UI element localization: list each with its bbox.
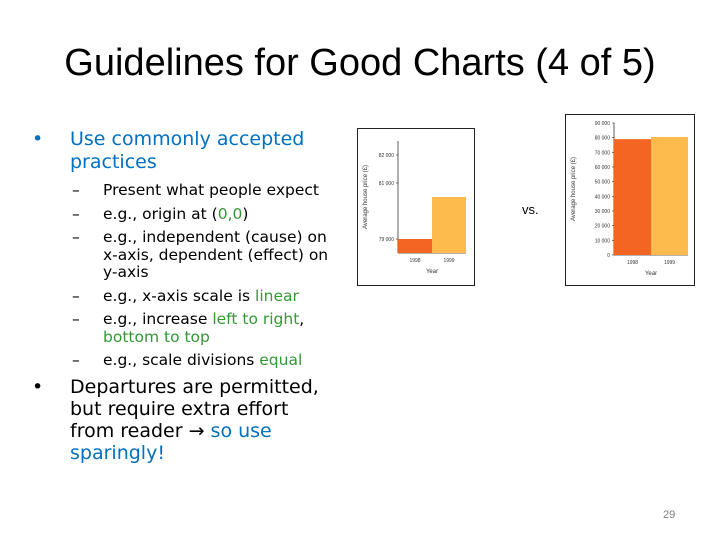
y-tick-label: 70 000 xyxy=(595,150,611,156)
zero-origin-chart: 0 10 000 20 000 30 000 40 000 50 000 60 000 70 … xyxy=(565,114,695,286)
y-tick-label: 40 000 xyxy=(595,194,611,200)
list-item-text: e.g., increase xyxy=(103,310,213,328)
list-item-text: e.g., origin at ( xyxy=(103,204,218,223)
dash-marker: – xyxy=(72,181,80,199)
list-item-text: e.g., x-axis scale is xyxy=(103,286,256,305)
x-tick-label: 1999 xyxy=(443,258,454,264)
slide-title: Guidelines for Good Charts (4 of 5) xyxy=(64,42,656,84)
x-tick-label: 1998 xyxy=(627,260,638,266)
bullet-text-line: practices xyxy=(70,151,157,173)
list-item-text: y-axis xyxy=(103,263,149,281)
highlight-text: bottom to top xyxy=(103,327,210,346)
highlight-text: left to right xyxy=(212,310,300,328)
list-item: – e.g., x-axis scale is linear xyxy=(30,286,360,306)
bullet-text: from reader xyxy=(70,419,189,442)
bullet-departures: • Departures are permitted, but require … xyxy=(30,376,360,464)
arrow-icon: → xyxy=(188,419,205,442)
list-item-text: x-axis, dependent (effect) on xyxy=(103,245,329,264)
bullet-dot: • xyxy=(32,375,44,398)
y-tick-label: 10 000 xyxy=(595,238,611,244)
x-axis-label: Year xyxy=(645,271,657,277)
slide-body: • Use commonly accepted practices – Prese… xyxy=(30,128,360,464)
list-item-text: ) xyxy=(242,204,249,223)
bar xyxy=(651,136,688,255)
x-tick-label: 1998 xyxy=(409,258,420,264)
y-tick-label: 82 000 xyxy=(379,153,395,159)
list-item-text: Present what people expect xyxy=(103,181,319,199)
truncated-axis-chart: 79 000 81 000 82 000 1998 1999 Year Average ho… xyxy=(357,128,475,286)
dash-marker: – xyxy=(72,204,80,223)
bullet-text-line: sparingly! xyxy=(70,442,360,464)
list-item-text: , xyxy=(299,310,305,328)
sub-bullet-list: – Present what people expect – e.g., origi… xyxy=(30,181,360,370)
list-item: – e.g., origin at (0,0) xyxy=(30,204,360,224)
dash-marker: – xyxy=(72,310,80,328)
list-item: – e.g., independent (cause) on x-axis, dep… xyxy=(30,228,360,282)
y-tick-label: 20 000 xyxy=(595,224,611,230)
dash-marker: – xyxy=(72,228,80,246)
bar xyxy=(432,197,466,253)
bullet-dot: • xyxy=(32,128,44,150)
y-tick-label: 60 000 xyxy=(595,165,611,171)
truncated-axis-chart-svg: 79 000 81 000 82 000 1998 1999 Year Average ho… xyxy=(363,141,466,275)
y-tick-label: 81 000 xyxy=(379,181,395,187)
y-tick-label: 30 000 xyxy=(595,209,611,215)
dash-marker: – xyxy=(72,286,80,305)
highlight-text: 0,0 xyxy=(217,204,243,223)
x-tick-label: 1999 xyxy=(664,260,675,266)
vs-label: vs. xyxy=(522,202,539,217)
zero-origin-chart-svg: 0 10 000 20 000 30 000 40 000 50 000 60 000 70 … xyxy=(571,121,688,277)
bullet-text-line: Use commonly accepted xyxy=(70,128,305,150)
bar xyxy=(614,139,651,255)
list-item: – e.g., scale divisions equal xyxy=(30,351,360,370)
list-item-text: e.g., scale divisions xyxy=(103,351,260,369)
highlight-text: so use xyxy=(204,419,272,442)
y-axis-label: Average house price (£) xyxy=(363,165,369,229)
y-tick-label: 0 xyxy=(607,253,610,259)
bullet-text-line: Departures are permitted, xyxy=(70,375,319,398)
y-tick-label: 79 000 xyxy=(379,237,395,243)
highlight-text: linear xyxy=(255,286,299,305)
y-tick-label: 90 000 xyxy=(595,121,611,127)
y-axis-label: Average house price (£) xyxy=(571,157,577,221)
page-number: 29 xyxy=(663,509,676,521)
y-tick-label: 50 000 xyxy=(595,180,611,186)
dash-marker: – xyxy=(72,351,80,369)
bullet-common-practices: • Use commonly accepted practices xyxy=(30,128,360,174)
y-tick-label: 80 000 xyxy=(595,136,611,142)
list-item-text: e.g., independent (cause) on xyxy=(103,228,327,246)
list-item: – Present what people expect xyxy=(30,181,360,200)
bullet-text-line: from reader → so use xyxy=(70,420,360,442)
list-item: – e.g., increase left to right, bottom to … xyxy=(30,310,360,346)
bar xyxy=(398,239,432,253)
highlight-text: sparingly! xyxy=(70,441,165,464)
bullet-text-line: but require extra effort xyxy=(70,397,289,420)
x-axis-label: Year xyxy=(426,269,438,275)
highlight-text: equal xyxy=(259,351,303,369)
